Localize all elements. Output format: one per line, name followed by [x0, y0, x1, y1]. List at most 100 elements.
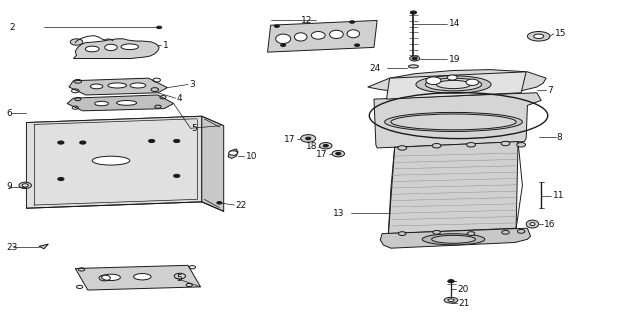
Text: 1: 1	[163, 41, 169, 50]
Polygon shape	[228, 149, 238, 158]
Circle shape	[174, 174, 180, 178]
Ellipse shape	[102, 274, 120, 281]
Circle shape	[148, 140, 155, 142]
Text: 22: 22	[236, 201, 247, 210]
Circle shape	[355, 44, 360, 46]
Text: 17: 17	[316, 150, 328, 159]
Polygon shape	[26, 116, 202, 208]
Ellipse shape	[437, 80, 470, 89]
Circle shape	[217, 202, 222, 204]
Ellipse shape	[330, 30, 343, 38]
Text: 17: 17	[284, 135, 296, 144]
Text: 21: 21	[459, 299, 470, 308]
Text: 7: 7	[547, 86, 553, 95]
Ellipse shape	[133, 274, 151, 280]
Ellipse shape	[391, 114, 516, 130]
Text: 14: 14	[448, 19, 460, 28]
Ellipse shape	[95, 101, 108, 106]
Circle shape	[229, 151, 238, 155]
Circle shape	[323, 144, 328, 147]
Text: 8: 8	[557, 133, 562, 142]
Text: 6: 6	[6, 108, 12, 117]
Text: 2: 2	[9, 23, 14, 32]
Text: 19: 19	[448, 55, 460, 64]
Text: 3: 3	[189, 80, 195, 89]
Polygon shape	[26, 116, 224, 132]
Text: 11: 11	[552, 191, 564, 200]
Text: 20: 20	[457, 285, 469, 294]
Circle shape	[274, 25, 279, 28]
Circle shape	[501, 141, 510, 146]
Polygon shape	[67, 95, 174, 111]
Text: 4: 4	[177, 94, 182, 103]
Circle shape	[58, 141, 64, 144]
Circle shape	[157, 26, 162, 29]
Circle shape	[433, 230, 440, 234]
Ellipse shape	[311, 32, 325, 39]
Ellipse shape	[347, 30, 360, 38]
Circle shape	[466, 79, 479, 85]
Circle shape	[410, 11, 416, 14]
Circle shape	[432, 143, 441, 148]
Ellipse shape	[276, 34, 291, 44]
Ellipse shape	[86, 46, 99, 52]
Circle shape	[447, 75, 457, 80]
Circle shape	[58, 178, 64, 180]
Ellipse shape	[92, 156, 130, 165]
Ellipse shape	[444, 297, 458, 303]
Ellipse shape	[425, 78, 482, 91]
Ellipse shape	[530, 222, 535, 226]
Circle shape	[22, 184, 28, 187]
Polygon shape	[69, 78, 167, 95]
Circle shape	[301, 135, 316, 142]
Polygon shape	[368, 69, 546, 94]
Circle shape	[398, 146, 406, 150]
Circle shape	[332, 150, 345, 157]
Ellipse shape	[108, 83, 126, 88]
Ellipse shape	[526, 220, 538, 228]
Ellipse shape	[416, 76, 491, 93]
Ellipse shape	[448, 299, 454, 301]
Polygon shape	[388, 142, 518, 234]
Text: 16: 16	[544, 220, 556, 228]
Ellipse shape	[527, 32, 550, 41]
Circle shape	[70, 39, 83, 45]
Polygon shape	[374, 93, 541, 148]
Circle shape	[409, 56, 420, 61]
Circle shape	[174, 140, 180, 142]
Text: 5: 5	[177, 274, 182, 283]
Ellipse shape	[422, 234, 485, 245]
Ellipse shape	[533, 34, 543, 38]
Polygon shape	[74, 39, 159, 59]
Text: 13: 13	[333, 209, 345, 218]
Polygon shape	[386, 72, 526, 99]
Circle shape	[502, 230, 509, 234]
Circle shape	[448, 280, 454, 283]
Text: 15: 15	[555, 29, 567, 38]
Polygon shape	[39, 244, 48, 249]
Polygon shape	[75, 265, 201, 290]
Text: 24: 24	[369, 63, 381, 73]
Ellipse shape	[408, 65, 418, 68]
Polygon shape	[381, 228, 530, 248]
Polygon shape	[267, 20, 377, 52]
Ellipse shape	[121, 44, 138, 50]
Circle shape	[19, 182, 31, 188]
Ellipse shape	[385, 112, 523, 132]
Polygon shape	[202, 116, 224, 212]
Text: 5: 5	[192, 124, 198, 133]
Ellipse shape	[91, 84, 103, 89]
Circle shape	[320, 142, 332, 149]
Text: 23: 23	[6, 243, 18, 252]
Text: 9: 9	[6, 182, 12, 191]
Text: 10: 10	[245, 152, 257, 161]
Circle shape	[350, 21, 355, 23]
Circle shape	[412, 57, 417, 60]
Circle shape	[517, 142, 526, 147]
Ellipse shape	[294, 33, 307, 41]
Ellipse shape	[130, 83, 146, 88]
Text: 12: 12	[301, 16, 312, 25]
Circle shape	[467, 142, 476, 147]
Circle shape	[281, 44, 286, 46]
Circle shape	[398, 232, 406, 236]
